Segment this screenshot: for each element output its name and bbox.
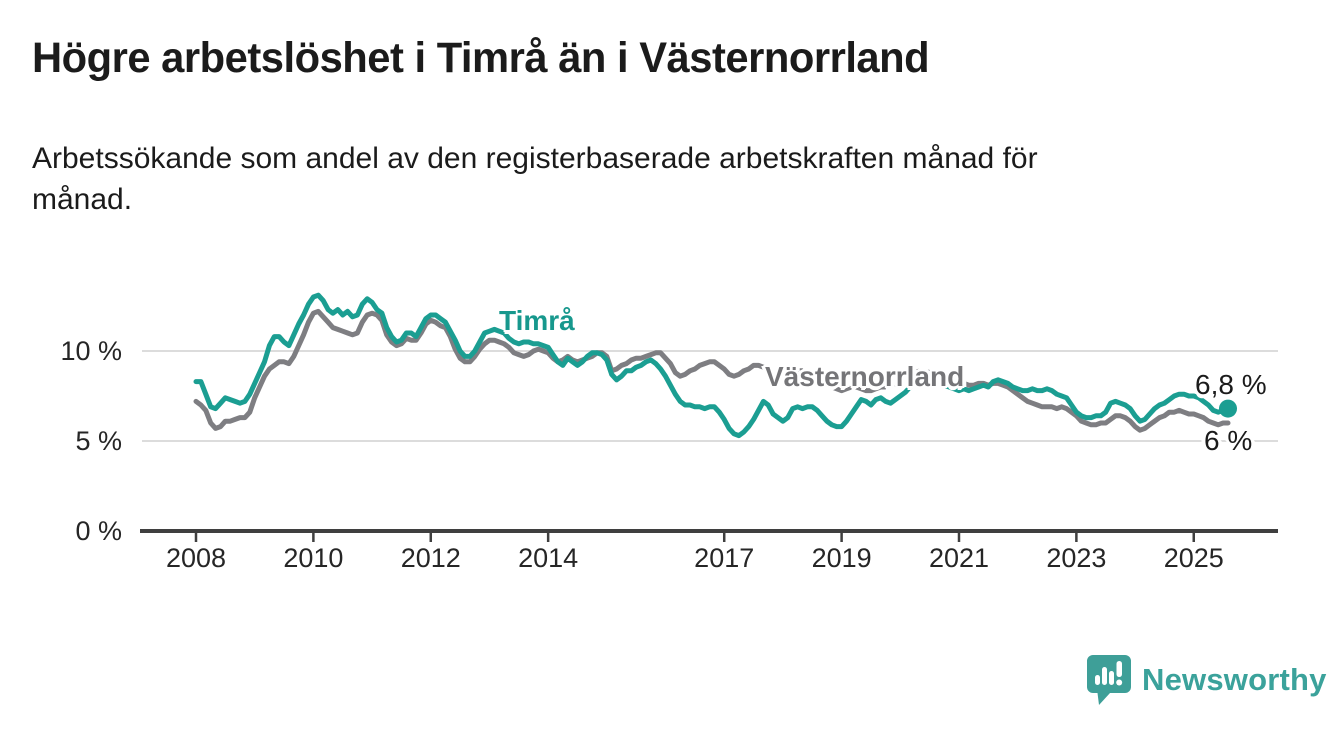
x-axis-label: 2010: [283, 543, 344, 573]
logo-wordmark: Newsworthy: [1142, 662, 1327, 697]
page-title: Högre arbetslöshet i Timrå än i Västerno…: [32, 34, 930, 82]
logo-exclamation-bar: [1116, 661, 1122, 677]
x-axis-label: 2019: [811, 543, 872, 573]
x-axis-label: 2017: [694, 543, 755, 573]
x-axis-label: 2021: [928, 543, 990, 573]
x-axis-label: 2008: [165, 543, 227, 573]
timra-line: [193, 292, 1231, 439]
chart-subtitle: Arbetssökande som andel av den registerb…: [32, 138, 1038, 220]
logo-bar-2: [1102, 667, 1107, 685]
logo-exclamation-dot: [1116, 679, 1123, 686]
vasternorrland-line: [193, 308, 1231, 433]
y-axis-label: 5 %: [75, 426, 122, 456]
y-axis-label: 0 %: [75, 516, 122, 546]
series-label-vasternorrland: Västernorrland: [765, 361, 965, 392]
series-lines: [193, 292, 1237, 439]
newsworthy-logo: Newsworthy: [1086, 654, 1327, 706]
series-label-timra: Timrå: [499, 305, 575, 336]
timra-end-dot: [1219, 399, 1237, 418]
logo-bar-3: [1109, 671, 1114, 685]
x-axis-label: 2012: [400, 543, 461, 573]
end-value-label-vasternorrland: 6 %: [1204, 425, 1253, 456]
bar-chart-speech-bubble-icon: [1087, 655, 1131, 705]
x-axis-label: 2025: [1163, 543, 1224, 573]
subtitle-line-1: Arbetssökande som andel av den registerb…: [32, 142, 1038, 175]
end-value-label-timra: 6,8 %: [1195, 369, 1267, 400]
x-axis-label: 2023: [1046, 543, 1107, 573]
y-axis-label: 10 %: [60, 336, 122, 366]
subtitle-line-2: månad.: [32, 183, 133, 216]
logo-bar-1: [1095, 675, 1100, 685]
x-axis-label: 2014: [518, 543, 579, 573]
x-axis-ticks: [194, 531, 1196, 542]
